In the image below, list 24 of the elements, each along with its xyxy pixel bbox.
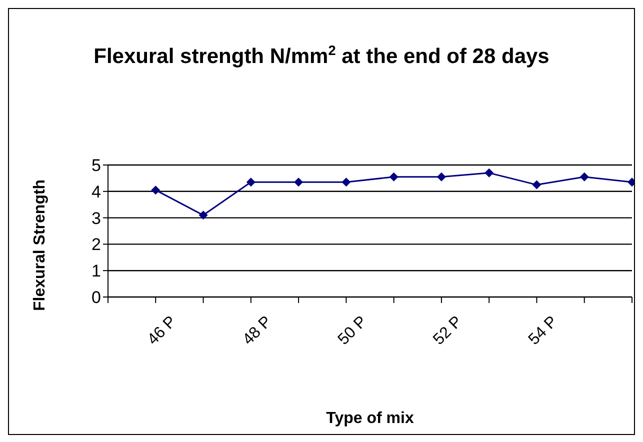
x-tick-label: 48 P (240, 313, 276, 348)
point (389, 172, 398, 182)
y-tick-label: 5 (92, 156, 101, 176)
x-tick-label: 46 P (144, 313, 180, 348)
x-axis-title: Type of mix (326, 410, 414, 427)
point (580, 172, 589, 182)
x-tick-label: 52 P (430, 313, 466, 348)
x-tick-label: 50 P (335, 313, 370, 348)
y-axis-title: Flexural Strength (32, 179, 49, 311)
x-tick-label: 54 P (526, 313, 561, 348)
y-tick-label: 3 (92, 208, 101, 228)
point (294, 178, 304, 187)
point (198, 210, 208, 220)
point (532, 180, 542, 190)
y-tick-label: 0 (92, 288, 101, 308)
point (246, 178, 256, 187)
chart-title: Flexural strength N/mm$^{2}$ at the end of 28 days (92, 42, 550, 70)
y-tick-label: 1 (92, 262, 101, 281)
point (151, 186, 160, 195)
point (436, 172, 446, 182)
y-tick-label: 4 (92, 182, 101, 202)
y-tick-label: 2 (92, 235, 101, 254)
point (342, 178, 351, 187)
point (484, 168, 494, 178)
